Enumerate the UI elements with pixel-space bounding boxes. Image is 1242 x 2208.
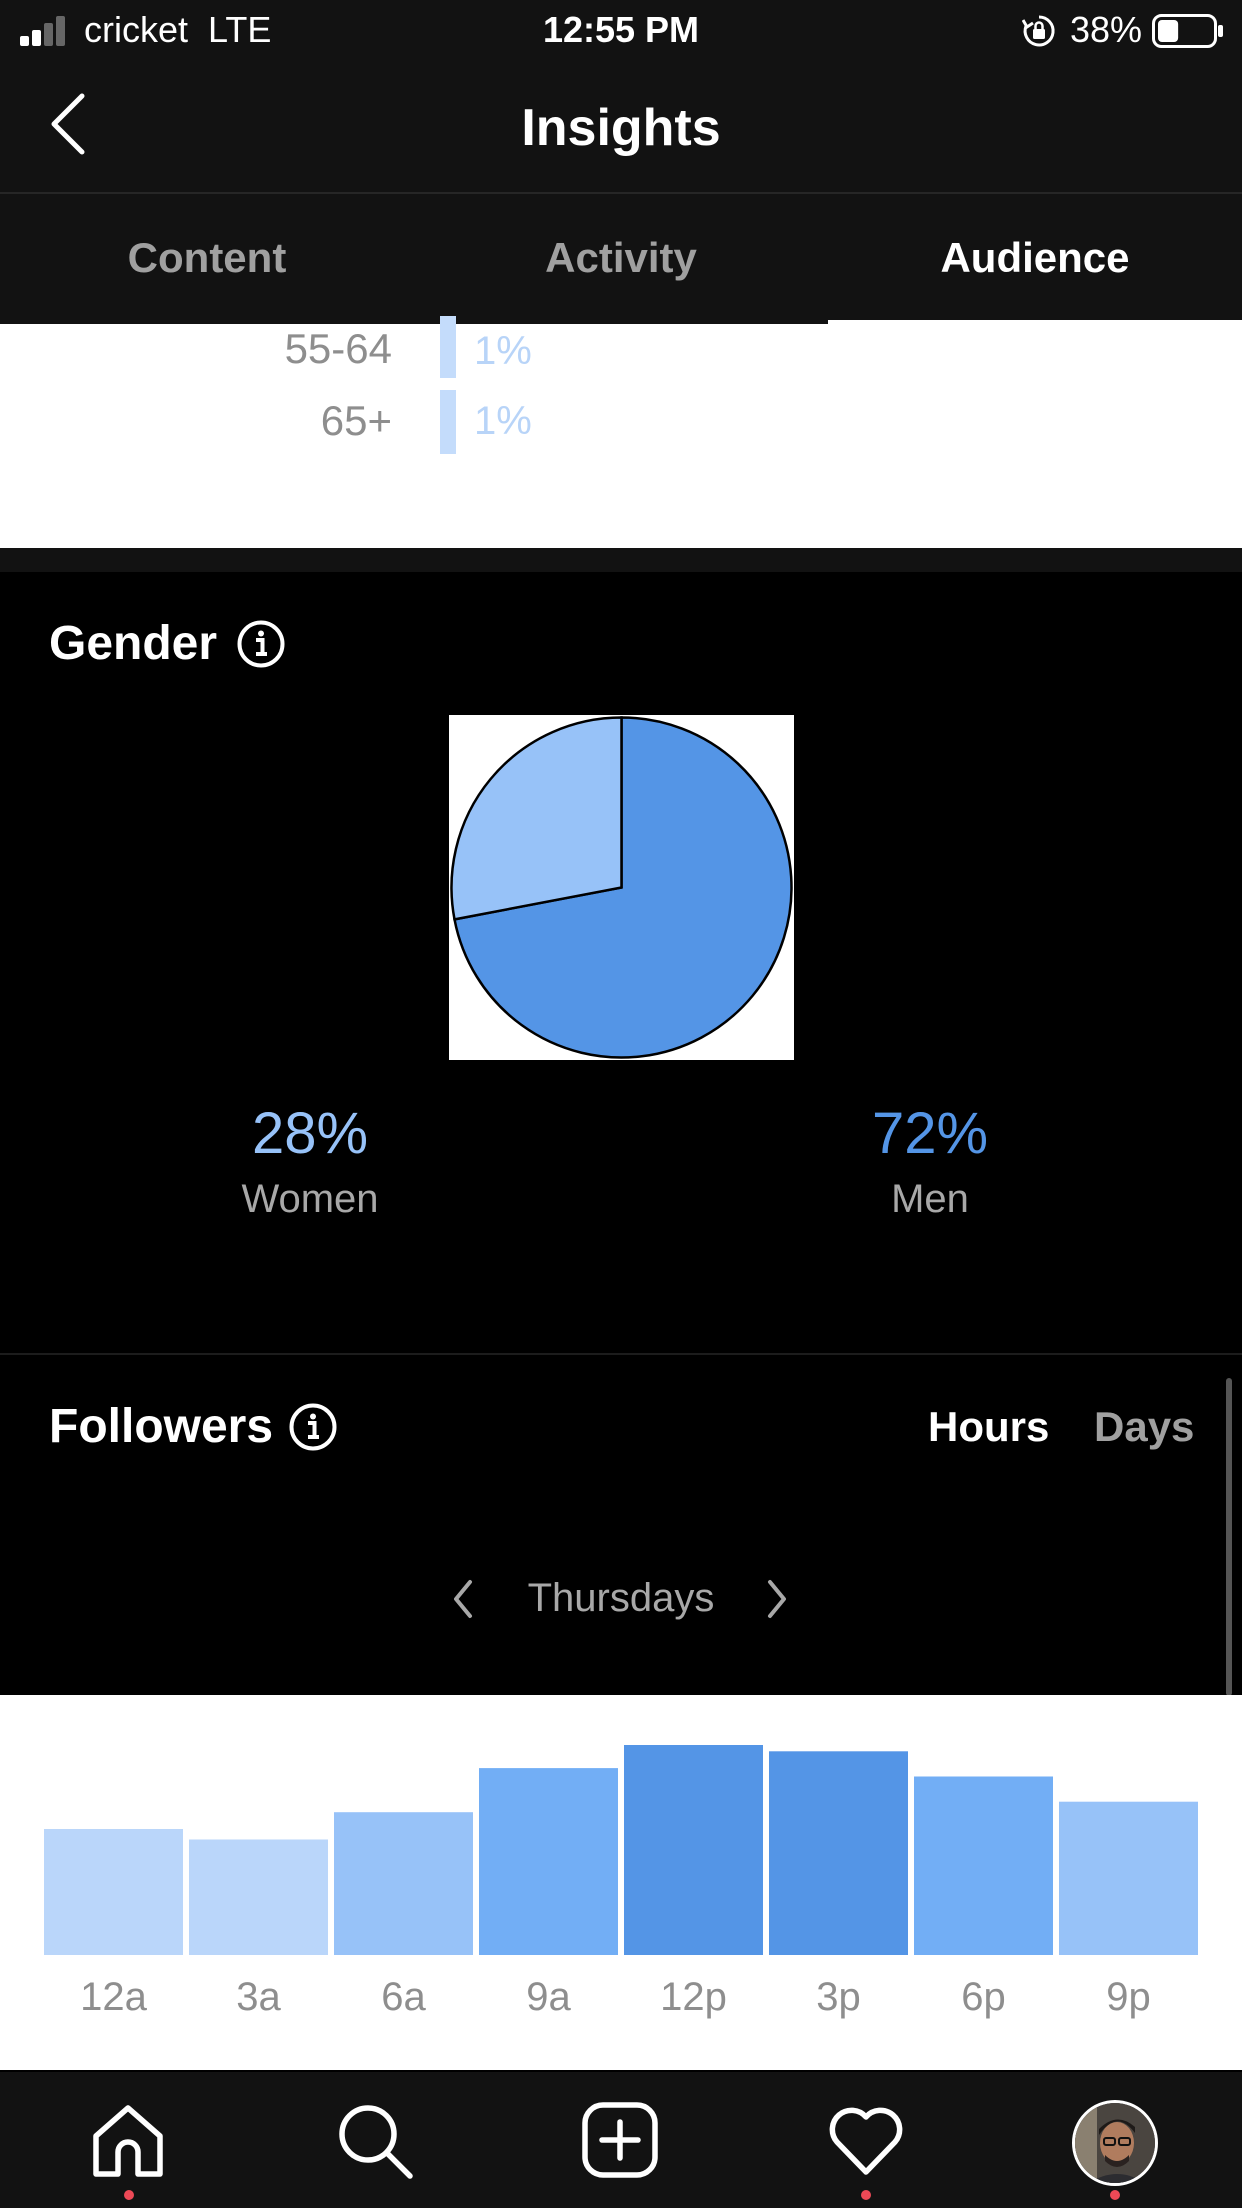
men-label: Men [891, 1177, 969, 1221]
bar-9a [479, 1768, 618, 1955]
selected-day-label: Thursdays [527, 1576, 715, 1620]
profile-avatar[interactable] [1072, 2100, 1158, 2186]
home-icon[interactable] [88, 2100, 168, 2180]
battery-percent: 38% [1070, 9, 1143, 50]
gender-title: Gender [49, 617, 218, 670]
age-range-label: 65+ [320, 397, 392, 444]
battery-icon [1152, 14, 1223, 48]
home-notification-dot [124, 2190, 134, 2200]
tab-content[interactable]: Content [127, 234, 287, 281]
bar-12p [624, 1745, 763, 1955]
hours-toggle[interactable]: Hours [928, 1403, 1050, 1450]
age-range-label: 55-64 [284, 325, 392, 372]
age-range-card: 55-64 1% 65+ 1% [0, 316, 1242, 548]
bar-12a [44, 1829, 183, 1955]
followers-bar-svg [44, 1745, 1198, 1955]
women-percent: 28% [251, 1101, 369, 1166]
signal-strength-icon [20, 16, 65, 46]
status-time: 12:55 PM [542, 9, 700, 50]
followers-title: Followers [49, 1400, 274, 1453]
next-day-button[interactable] [762, 1576, 792, 1622]
bar-9p [1059, 1801, 1198, 1955]
bar-3a [189, 1839, 328, 1955]
followers-bar-chart: 12a 3a 6a 9a 12p 3p 6p 9p [0, 1695, 1242, 2070]
prev-day-button[interactable] [448, 1576, 478, 1622]
pie-slice-women [450, 716, 623, 921]
bar-tick-label: 6p [961, 1975, 1006, 2019]
gender-pie-svg [450, 716, 793, 1059]
bar-tick-label: 12a [80, 1975, 147, 2019]
tab-audience[interactable]: Audience [940, 234, 1130, 281]
section-divider [0, 548, 1242, 572]
status-bar: cricket LTE 12:55 PM 38% [0, 0, 1242, 62]
bar-tick-label: 9a [526, 1975, 571, 2019]
new-post-icon[interactable] [580, 2100, 660, 2180]
bar-3p [769, 1751, 908, 1955]
age-range-percent: 1% [474, 399, 532, 443]
insights-tabs: Content Activity Audience [0, 194, 1242, 324]
women-label: Women [241, 1177, 379, 1221]
pie-slice-men [453, 716, 793, 1059]
age-range-bar [440, 316, 456, 378]
tab-activity[interactable]: Activity [545, 234, 697, 281]
bar-tick-label: 3a [236, 1975, 281, 2019]
rotation-lock-icon [1022, 15, 1055, 47]
days-toggle[interactable]: Days [1094, 1403, 1195, 1450]
profile-notification-dot [1110, 2190, 1120, 2200]
section-separator [0, 1353, 1242, 1355]
gender-info-icon[interactable] [236, 619, 286, 669]
insights-header: Insights [0, 62, 1242, 194]
bottom-tab-bar [0, 2072, 1242, 2208]
carrier-label: cricket LTE [84, 9, 272, 50]
bar-6a [334, 1812, 473, 1955]
bar-tick-label: 12p [660, 1975, 727, 2019]
search-icon[interactable] [334, 2100, 414, 2180]
men-percent: 72% [871, 1101, 989, 1166]
avatar-image [1075, 2103, 1155, 2183]
bar-6p [914, 1776, 1053, 1955]
followers-info-icon[interactable] [288, 1402, 338, 1452]
age-range-bar [440, 390, 456, 454]
age-range-percent: 1% [474, 329, 532, 373]
bar-tick-label: 6a [381, 1975, 426, 2019]
bar-tick-label: 3p [816, 1975, 861, 2019]
bar-tick-label: 9p [1106, 1975, 1151, 2019]
activity-notification-dot [861, 2190, 871, 2200]
gender-pie-chart [449, 715, 794, 1060]
back-button[interactable] [40, 90, 100, 160]
active-tab-indicator [828, 320, 1242, 324]
scrollbar[interactable] [1226, 1378, 1232, 1696]
activity-heart-icon[interactable] [826, 2100, 906, 2180]
page-title: Insights [521, 99, 721, 157]
